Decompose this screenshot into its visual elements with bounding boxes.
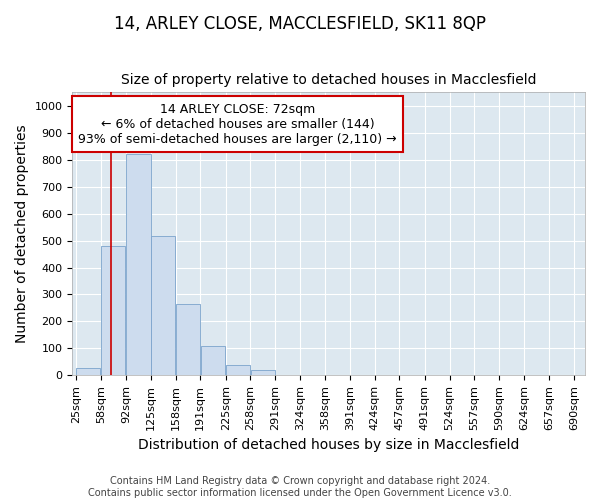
Bar [76,368,100,376]
Bar [176,304,200,376]
Bar [226,365,250,376]
Text: Contains HM Land Registry data © Crown copyright and database right 2024.
Contai: Contains HM Land Registry data © Crown c… [88,476,512,498]
Y-axis label: Number of detached properties: Number of detached properties [15,124,29,343]
Text: 14 ARLEY CLOSE: 72sqm
← 6% of detached houses are smaller (144)
93% of semi-deta: 14 ARLEY CLOSE: 72sqm ← 6% of detached h… [79,102,397,146]
Title: Size of property relative to detached houses in Macclesfield: Size of property relative to detached ho… [121,73,536,87]
Bar [200,346,224,376]
Bar [151,236,175,376]
Bar [251,370,275,376]
Bar [127,154,151,376]
Bar [101,246,125,376]
Text: 14, ARLEY CLOSE, MACCLESFIELD, SK11 8QP: 14, ARLEY CLOSE, MACCLESFIELD, SK11 8QP [114,15,486,33]
X-axis label: Distribution of detached houses by size in Macclesfield: Distribution of detached houses by size … [138,438,520,452]
